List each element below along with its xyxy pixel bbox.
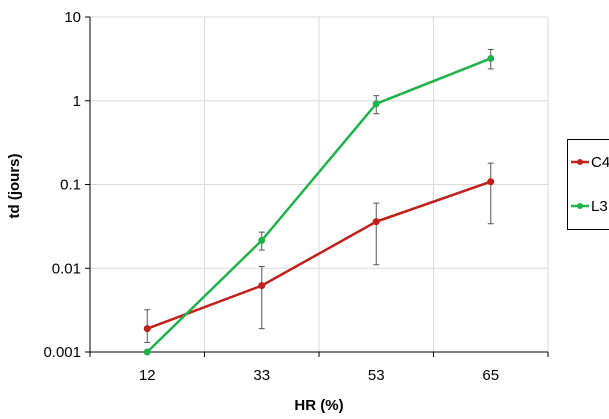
y-tick-label: 0.1 bbox=[60, 177, 81, 194]
legend-label-c4: C4 bbox=[591, 154, 609, 171]
series-lines bbox=[143, 54, 495, 356]
series-line-l3 bbox=[146, 57, 492, 353]
grid bbox=[90, 16, 549, 352]
x-axis-title: HR (%) bbox=[294, 397, 343, 414]
data-point-l3 bbox=[372, 100, 380, 108]
y-tick-label: 10 bbox=[64, 9, 81, 26]
legend-marker-l3 bbox=[577, 203, 583, 209]
legend: C4 L3 bbox=[567, 139, 609, 230]
x-tick-label: 12 bbox=[139, 367, 156, 384]
legend-label-l3: L3 bbox=[591, 198, 608, 215]
error-bars bbox=[144, 48, 494, 343]
y-tick-label: 1 bbox=[73, 93, 81, 110]
data-point-c4 bbox=[258, 282, 266, 290]
series-line-c4 bbox=[146, 180, 492, 330]
x-tick-label: 65 bbox=[482, 367, 499, 384]
data-point-c4 bbox=[487, 178, 495, 186]
axes bbox=[85, 16, 549, 357]
legend-marker-c4 bbox=[577, 159, 583, 165]
data-point-c4 bbox=[372, 218, 380, 226]
x-tick-label: 53 bbox=[368, 367, 385, 384]
legend-box bbox=[567, 139, 609, 230]
data-point-l3 bbox=[143, 348, 151, 356]
data-point-l3 bbox=[258, 236, 266, 244]
y-tick-label: 0.001 bbox=[43, 344, 81, 361]
y-axis-title: td (jours) bbox=[6, 154, 23, 219]
y-tick-label: 0.01 bbox=[52, 260, 81, 277]
tick-labels: 0.001 0.01 0.1 1 10 12 33 53 65 bbox=[43, 9, 499, 384]
data-point-c4 bbox=[143, 325, 151, 333]
data-point-l3 bbox=[487, 54, 495, 62]
x-tick-label: 33 bbox=[253, 367, 270, 384]
